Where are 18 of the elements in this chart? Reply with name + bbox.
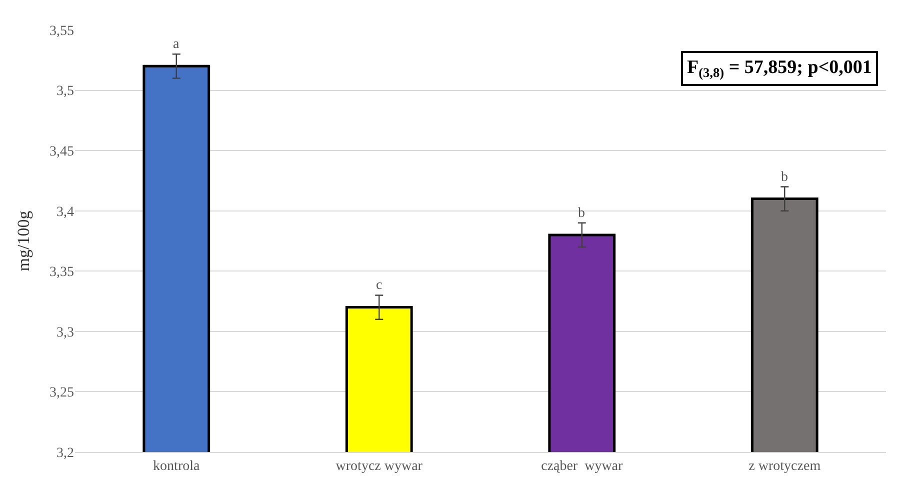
y-tick-label: 3,25	[50, 386, 74, 401]
x-tick-label: z wrotyczem	[748, 458, 821, 474]
y-tick-label: 3,35	[50, 265, 74, 280]
x-tick-label: cząber wywar	[541, 458, 624, 474]
annotation: b	[578, 206, 585, 221]
annotation: c	[376, 278, 382, 293]
x-tick-label: kontrola	[153, 458, 200, 474]
annotation: F$_{(3,8)}$ = 57,859; p<0,001	[687, 57, 872, 80]
y-tick-label: 3,3	[56, 325, 74, 340]
y-axis-title: mg/100g	[14, 210, 34, 272]
annotation: b	[781, 170, 788, 185]
x-tick-label: wrotycz wywar	[336, 458, 423, 474]
y-tick-label: 3,5	[56, 84, 74, 100]
annotation: a	[173, 37, 180, 52]
y-tick-label: 3,2	[56, 446, 74, 461]
y-tick-label: 3,45	[50, 144, 74, 160]
y-tick-label: 3,55	[50, 24, 74, 39]
y-tick-label: 3,4	[56, 204, 74, 220]
